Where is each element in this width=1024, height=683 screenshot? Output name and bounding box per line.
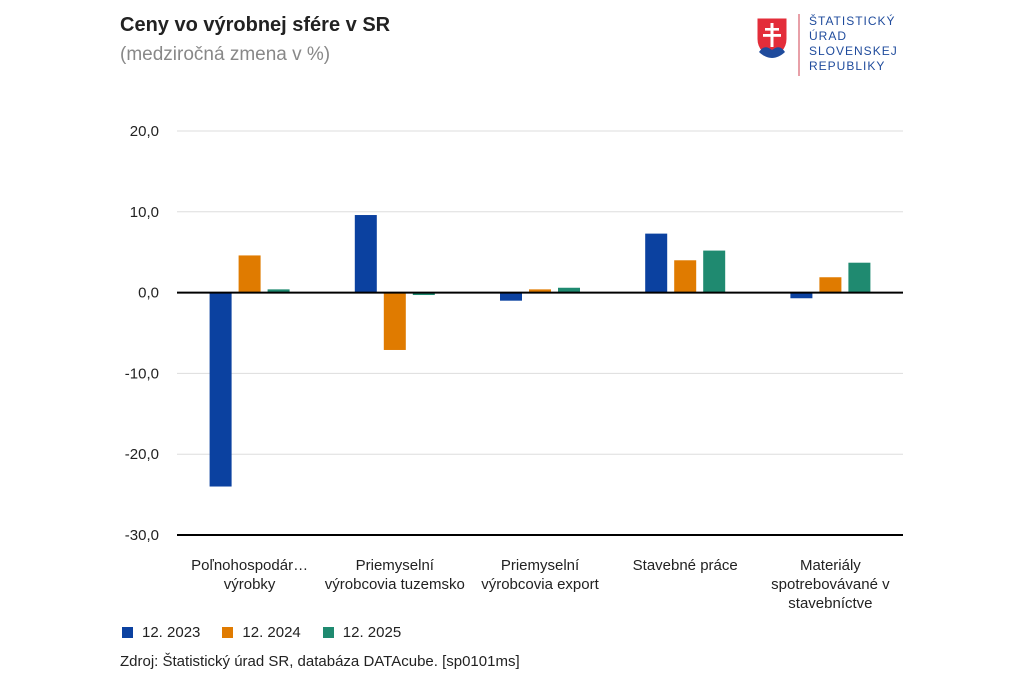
- bar: [209, 292, 232, 487]
- x-tick-label: Priemyselní výrobcovia export: [481, 557, 599, 593]
- logo-divider: [798, 14, 800, 76]
- bar: [500, 292, 522, 301]
- bar: [383, 292, 406, 350]
- x-tick-label: Poľnohospodár… výrobky: [191, 557, 309, 593]
- legend-swatch-2023: [122, 627, 133, 638]
- x-tick-label: Stavebné práce: [632, 557, 738, 574]
- bar: [703, 250, 726, 293]
- bar: [529, 289, 551, 293]
- y-tick-label: 10,0: [130, 204, 159, 221]
- legend-label-2023: 12. 2023: [142, 624, 201, 641]
- legend-item-2024: 12. 2024: [222, 624, 301, 641]
- legend-swatch-2024: [222, 627, 234, 638]
- y-tick-label: -30,0: [125, 527, 159, 544]
- legend-swatch-2025: [322, 627, 334, 638]
- bar: [790, 292, 813, 299]
- legend-label-2024: 12. 2024: [242, 624, 301, 641]
- y-tick-label: -20,0: [125, 446, 159, 463]
- logo-line: SLOVENSKEJ: [809, 44, 898, 58]
- y-tick-label: 20,0: [130, 123, 159, 140]
- logo-line: REPUBLIKY: [809, 59, 886, 73]
- chart-subtitle: (medziročná zmena v %): [120, 44, 331, 65]
- bar: [819, 277, 842, 293]
- y-tick-label: 0,0: [138, 285, 159, 302]
- logo-text: ŠTATISTICKÝ ÚRAD SLOVENSKEJ REPUBLIKY: [809, 14, 898, 74]
- bar: [848, 262, 871, 293]
- bar: [238, 255, 261, 293]
- y-tick-label: -10,0: [125, 365, 159, 382]
- logo-line: ŠTATISTICKÝ: [809, 14, 896, 28]
- source-note: Zdroj: Štatistický úrad SR, databáza DAT…: [120, 653, 520, 670]
- statistical-office-logo: ŠTATISTICKÝ ÚRAD SLOVENSKEJ REPUBLIKY: [756, 14, 906, 80]
- bar: [354, 215, 377, 293]
- bar: [558, 287, 580, 293]
- legend-item-2023: 12. 2023: [122, 624, 200, 641]
- bar: [267, 289, 290, 293]
- slovak-coat-of-arms-icon: [756, 17, 788, 59]
- legend-item-2025: 12. 2025: [322, 624, 402, 641]
- legend: 12. 2023 12. 2024 12. 2025: [122, 624, 423, 641]
- bar: [674, 260, 697, 293]
- bar: [412, 292, 435, 296]
- chart-title: Ceny vo výrobnej sfére v SR: [120, 14, 391, 36]
- logo-line: ÚRAD: [809, 29, 848, 43]
- x-tick-label: Materiály spotrebovávané v stavebníctve: [771, 557, 890, 612]
- bar: [645, 233, 668, 293]
- x-tick-label: Priemyselní výrobcovia tuzemsko: [324, 557, 465, 593]
- legend-label-2025: 12. 2025: [342, 624, 402, 641]
